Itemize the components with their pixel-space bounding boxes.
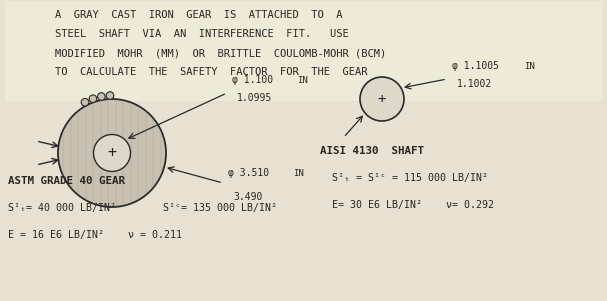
Text: AISI 4130  SHAFT: AISI 4130 SHAFT: [320, 146, 424, 156]
Text: TO  CALCULATE  THE  SAFETY  FACTOR  FOR  THE  GEAR: TO CALCULATE THE SAFETY FACTOR FOR THE G…: [55, 67, 367, 77]
Text: +: +: [107, 145, 117, 160]
Text: STEEL  SHAFT  VIA  AN  INTERFERENCE  FIT.   USE: STEEL SHAFT VIA AN INTERFERENCE FIT. USE: [55, 29, 349, 39]
Text: IN: IN: [297, 76, 308, 85]
Text: +: +: [378, 92, 386, 106]
Text: 1.0995: 1.0995: [237, 93, 273, 103]
Circle shape: [81, 98, 89, 106]
Text: Sᴵₜ = Sᴵᶜ = 115 000 LB/IN²: Sᴵₜ = Sᴵᶜ = 115 000 LB/IN²: [332, 173, 488, 183]
Text: IN: IN: [293, 169, 304, 178]
Circle shape: [360, 77, 404, 121]
Text: φ 1.1005: φ 1.1005: [452, 61, 499, 71]
Text: IN: IN: [524, 62, 535, 71]
Text: ASTM GRADE 40 GEAR: ASTM GRADE 40 GEAR: [8, 176, 125, 186]
Text: E = 16 E6 LB/IN²    ν = 0.211: E = 16 E6 LB/IN² ν = 0.211: [8, 230, 182, 240]
Circle shape: [106, 92, 114, 99]
Text: 3.490: 3.490: [233, 192, 262, 202]
Text: φ 3.510: φ 3.510: [228, 168, 269, 178]
Text: MODIFIED  MOHR  (MM)  OR  BRITTLE  COULOMB-MOHR (BCM): MODIFIED MOHR (MM) OR BRITTLE COULOMB-MO…: [55, 48, 386, 58]
Text: E= 30 E6 LB/IN²    ν= 0.292: E= 30 E6 LB/IN² ν= 0.292: [332, 200, 494, 210]
Circle shape: [58, 99, 166, 207]
Text: Sᴵᶜ= 135 000 LB/IN²: Sᴵᶜ= 135 000 LB/IN²: [163, 203, 277, 213]
Text: A  GRAY  CAST  IRON  GEAR  IS  ATTACHED  TO  A: A GRAY CAST IRON GEAR IS ATTACHED TO A: [55, 10, 342, 20]
Text: Sᴵₜ= 40 000 LB/IN²: Sᴵₜ= 40 000 LB/IN²: [8, 203, 116, 213]
Circle shape: [93, 135, 131, 172]
Circle shape: [98, 93, 105, 100]
Circle shape: [89, 95, 97, 103]
FancyBboxPatch shape: [5, 1, 602, 101]
Text: 1.1002: 1.1002: [457, 79, 492, 89]
Text: φ 1.100: φ 1.100: [232, 75, 273, 85]
